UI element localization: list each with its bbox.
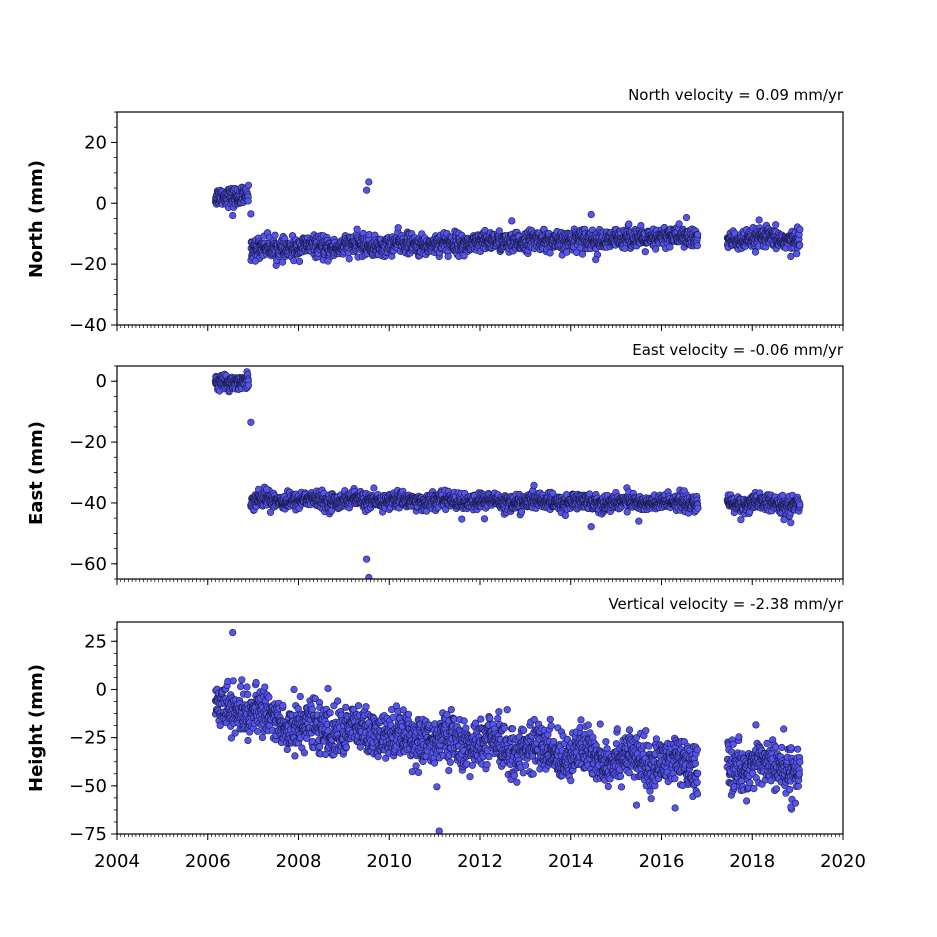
data-point [458, 515, 466, 523]
north-panel: North velocity = 0.09 mm/yr North (mm) −… [26, 86, 844, 336]
east-panel: East velocity = -0.06 mm/yr East (mm) −6… [26, 341, 844, 585]
y-tick-label: −40 [69, 315, 107, 336]
data-point [641, 248, 649, 256]
data-point [592, 256, 600, 264]
data-point [229, 211, 237, 220]
data-point [587, 210, 595, 219]
east-velocity-annotation: East velocity = -0.06 mm/yr [632, 341, 844, 359]
data-point [370, 484, 378, 492]
data-point [796, 241, 804, 249]
north-axes-frame [116, 111, 844, 326]
data-point [247, 418, 255, 426]
data-point [244, 197, 252, 205]
y-tick-label: −20 [69, 254, 107, 275]
y-tick-label: −20 [69, 432, 107, 453]
data-point [279, 258, 287, 266]
data-point [751, 248, 760, 256]
data-point [508, 217, 516, 225]
data-point [682, 214, 691, 222]
data-point [231, 729, 239, 737]
data-point [251, 257, 259, 265]
north-velocity-annotation: North velocity = 0.09 mm/yr [628, 86, 844, 104]
east-axes-frame [116, 365, 844, 580]
data-point [244, 381, 253, 389]
data-point [561, 511, 570, 520]
north-points [211, 178, 804, 269]
data-point [365, 178, 373, 186]
data-point [587, 523, 595, 531]
data-point [652, 245, 660, 253]
y-tick-label: 0 [96, 371, 107, 392]
height-y-axis-label: Height (mm) [26, 664, 47, 792]
data-point [546, 249, 554, 257]
height-points [211, 628, 804, 834]
data-point [796, 500, 804, 509]
data-point [737, 516, 745, 524]
y-tick-label: 0 [96, 193, 107, 214]
data-point [244, 181, 253, 189]
height-velocity-annotation: Vertical velocity = -2.38 mm/yr [608, 595, 843, 613]
data-point [517, 508, 526, 516]
data-point [363, 186, 371, 194]
data-point [353, 225, 361, 233]
data-point [693, 242, 701, 250]
data-point [578, 250, 587, 258]
data-point [460, 252, 468, 260]
data-point [480, 515, 489, 523]
data-point [229, 677, 237, 685]
data-point [295, 257, 304, 266]
data-point [324, 257, 332, 265]
data-point [363, 555, 371, 563]
data-point [227, 734, 235, 742]
y-tick-label: 20 [84, 132, 107, 153]
north-y-axis-label: North (mm) [26, 160, 47, 278]
data-point [793, 250, 801, 258]
y-tick-label: −40 [69, 493, 107, 514]
data-point [625, 220, 633, 228]
data-point [675, 220, 683, 228]
data-point [444, 252, 452, 261]
data-point [266, 508, 275, 516]
east-points [211, 368, 804, 579]
data-point [530, 481, 538, 490]
data-point [772, 221, 780, 229]
data-point [787, 252, 795, 261]
data-point [394, 224, 402, 232]
data-point [780, 516, 788, 524]
data-point [237, 682, 245, 691]
data-point [694, 231, 702, 239]
y-tick-label: −60 [69, 554, 107, 575]
data-point [787, 519, 795, 527]
data-point [680, 487, 688, 495]
data-point [247, 210, 255, 218]
data-point [635, 517, 643, 525]
data-point [796, 225, 804, 233]
height-panel: Vertical velocity = -2.38 mm/yr Height (… [26, 595, 866, 872]
data-point [694, 504, 702, 512]
data-point [263, 485, 271, 493]
data-point [623, 508, 631, 516]
data-point [755, 216, 763, 224]
east-y-axis-label: East (mm) [26, 421, 47, 525]
data-point [271, 231, 279, 239]
data-point [365, 573, 373, 579]
data-point [216, 721, 224, 730]
data-point [345, 255, 353, 263]
